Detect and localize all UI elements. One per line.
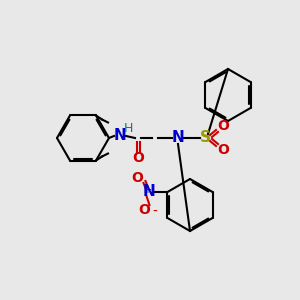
Text: N: N [114, 128, 126, 143]
Text: N: N [143, 184, 156, 200]
Text: O: O [217, 143, 229, 157]
Text: O: O [132, 151, 144, 165]
Text: -: - [152, 205, 157, 219]
Text: H: H [123, 122, 133, 136]
Text: +: + [143, 185, 152, 195]
Text: O: O [139, 203, 150, 217]
Text: O: O [131, 171, 143, 185]
Text: O: O [217, 119, 229, 133]
Text: N: N [172, 130, 184, 146]
Text: S: S [200, 130, 211, 146]
